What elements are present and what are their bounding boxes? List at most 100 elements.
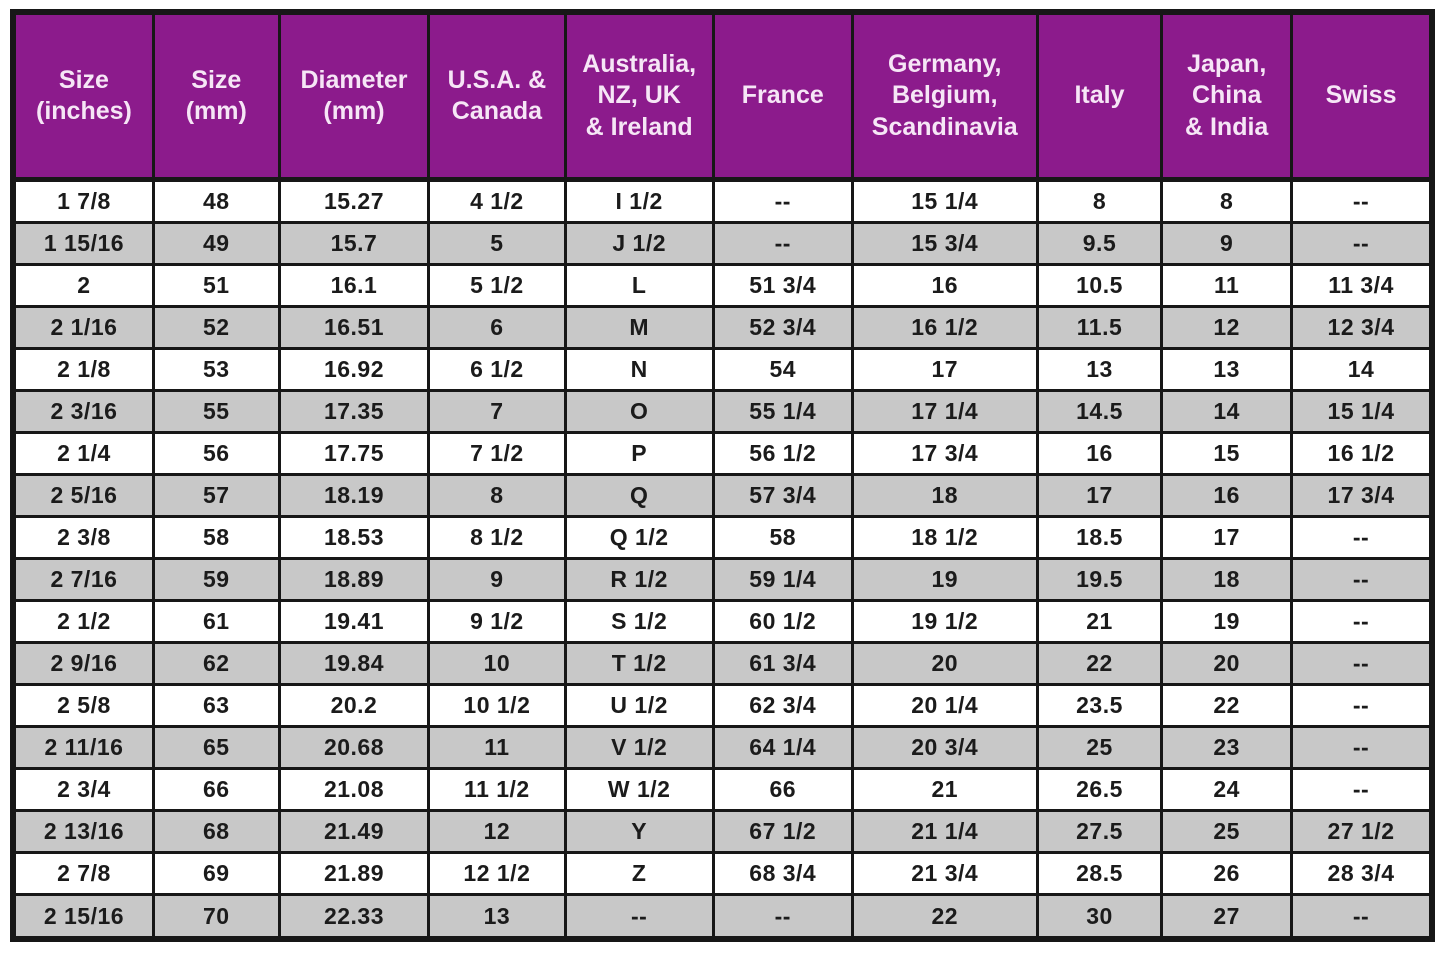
table-cell-diameter-mm: 18.53 xyxy=(277,515,431,561)
table-cell-france: 64 1/4 xyxy=(711,725,854,771)
table-cell-france: 60 1/2 xyxy=(711,599,854,645)
table-cell-swiss: -- xyxy=(1290,515,1434,561)
table-cell-diameter-mm: 15.7 xyxy=(277,221,431,267)
table-cell-germany-belgium-scandinavia: 19 1/2 xyxy=(850,599,1039,645)
table-cell-france: 55 1/4 xyxy=(711,389,854,435)
table-cell-size-mm: 62 xyxy=(151,641,281,687)
table-cell-swiss: -- xyxy=(1290,641,1434,687)
table-cell-germany-belgium-scandinavia: 16 1/2 xyxy=(850,305,1039,351)
table-cell-size-inches: 2 xyxy=(11,263,155,309)
table-cell-japan-china-india: 19 xyxy=(1160,599,1294,645)
table-cell-swiss: 27 1/2 xyxy=(1290,809,1434,855)
table-cell-france: -- xyxy=(711,221,854,267)
table-cell-diameter-mm: 21.49 xyxy=(277,809,431,855)
table-cell-australia-nz-uk-ireland: Q xyxy=(563,473,715,519)
table-row: 2 3/16 55 17.35 7 O 55 1/4 17 1/4 14.5 14 15 1/4 xyxy=(11,389,1434,435)
table-cell-australia-nz-uk-ireland: V 1/2 xyxy=(563,725,715,771)
table-row: 2 5/16 57 18.19 8 Q 57 3/4 18 17 16 17 3/4 xyxy=(11,473,1434,519)
table-cell-italy: 28.5 xyxy=(1035,851,1164,897)
table-cell-size-mm: 48 xyxy=(151,177,281,225)
table-cell-diameter-mm: 16.92 xyxy=(277,347,431,393)
table-cell-germany-belgium-scandinavia: 22 xyxy=(850,893,1039,941)
table-cell-japan-china-india: 26 xyxy=(1160,851,1294,897)
table-cell-germany-belgium-scandinavia: 18 xyxy=(850,473,1039,519)
table-cell-diameter-mm: 18.89 xyxy=(277,557,431,603)
table-row: 2 1/16 52 16.51 6 M 52 3/4 16 1/2 11.5 12 12 3/4 xyxy=(11,305,1434,351)
table-cell-size-mm: 55 xyxy=(151,389,281,435)
table-cell-swiss: 15 1/4 xyxy=(1290,389,1434,435)
table-cell-swiss: 11 3/4 xyxy=(1290,263,1434,309)
table-cell-diameter-mm: 19.41 xyxy=(277,599,431,645)
ring-size-conversion-table: Size (inches) Size (mm) Diameter (mm) U.S.A… xyxy=(10,9,1435,942)
column-header-size-mm: Size (mm) xyxy=(151,10,281,182)
table-cell-germany-belgium-scandinavia: 20 xyxy=(850,641,1039,687)
table-cell-australia-nz-uk-ireland: U 1/2 xyxy=(563,683,715,729)
table-cell-swiss: 16 1/2 xyxy=(1290,431,1434,477)
table-cell-usa-canada: 11 xyxy=(427,725,567,771)
table-cell-usa-canada: 4 1/2 xyxy=(427,177,567,225)
table-cell-size-mm: 52 xyxy=(151,305,281,351)
table-cell-italy: 10.5 xyxy=(1035,263,1164,309)
table-cell-italy: 9.5 xyxy=(1035,221,1164,267)
table-cell-diameter-mm: 16.1 xyxy=(277,263,431,309)
table-cell-france: 57 3/4 xyxy=(711,473,854,519)
table-cell-usa-canada: 5 1/2 xyxy=(427,263,567,309)
table-cell-size-inches: 2 1/16 xyxy=(11,305,155,351)
table-cell-italy: 25 xyxy=(1035,725,1164,771)
table-cell-japan-china-india: 15 xyxy=(1160,431,1294,477)
table-cell-size-inches: 2 7/8 xyxy=(11,851,155,897)
table-cell-swiss: -- xyxy=(1290,767,1434,813)
table-cell-japan-china-india: 23 xyxy=(1160,725,1294,771)
table-cell-france: -- xyxy=(711,893,854,941)
table-cell-size-inches: 2 3/8 xyxy=(11,515,155,561)
table-cell-size-inches: 2 7/16 xyxy=(11,557,155,603)
table-cell-italy: 21 xyxy=(1035,599,1164,645)
table-cell-japan-china-india: 11 xyxy=(1160,263,1294,309)
table-cell-diameter-mm: 16.51 xyxy=(277,305,431,351)
table-row: 1 7/8 48 15.27 4 1/2 I 1/2 -- 15 1/4 8 8 -- xyxy=(11,177,1434,225)
table-cell-italy: 30 xyxy=(1035,893,1164,941)
column-header-france: France xyxy=(711,10,854,182)
column-header-germany-belgium-scandinavia: Germany, Belgium, Scandinavia xyxy=(850,10,1039,182)
table-cell-diameter-mm: 17.35 xyxy=(277,389,431,435)
table-cell-france: 68 3/4 xyxy=(711,851,854,897)
table-cell-japan-china-india: 9 xyxy=(1160,221,1294,267)
table-cell-australia-nz-uk-ireland: -- xyxy=(563,893,715,941)
table-cell-usa-canada: 12 xyxy=(427,809,567,855)
table-cell-france: 52 3/4 xyxy=(711,305,854,351)
table-cell-swiss: 28 3/4 xyxy=(1290,851,1434,897)
table-cell-swiss: -- xyxy=(1290,557,1434,603)
table-cell-usa-canada: 8 xyxy=(427,473,567,519)
table-cell-germany-belgium-scandinavia: 17 1/4 xyxy=(850,389,1039,435)
table-cell-size-inches: 1 7/8 xyxy=(11,177,155,225)
table-cell-australia-nz-uk-ireland: N xyxy=(563,347,715,393)
table-cell-size-mm: 57 xyxy=(151,473,281,519)
table-cell-size-inches: 2 5/16 xyxy=(11,473,155,519)
table-cell-size-inches: 2 11/16 xyxy=(11,725,155,771)
table-cell-germany-belgium-scandinavia: 17 xyxy=(850,347,1039,393)
table-cell-italy: 19.5 xyxy=(1035,557,1164,603)
table-cell-australia-nz-uk-ireland: P xyxy=(563,431,715,477)
table-row: 2 51 16.1 5 1/2 L 51 3/4 16 10.5 11 11 3/4 xyxy=(11,263,1434,309)
table-cell-diameter-mm: 17.75 xyxy=(277,431,431,477)
column-header-size-inches: Size (inches) xyxy=(11,10,155,182)
table-cell-size-inches: 2 1/8 xyxy=(11,347,155,393)
column-header-italy: Italy xyxy=(1035,10,1164,182)
table-cell-italy: 18.5 xyxy=(1035,515,1164,561)
table-cell-japan-china-india: 17 xyxy=(1160,515,1294,561)
table-cell-swiss: -- xyxy=(1290,893,1434,941)
table-cell-germany-belgium-scandinavia: 17 3/4 xyxy=(850,431,1039,477)
table-cell-japan-china-india: 27 xyxy=(1160,893,1294,941)
table-row: 2 1/4 56 17.75 7 1/2 P 56 1/2 17 3/4 16 15 16 1/2 xyxy=(11,431,1434,477)
table-cell-diameter-mm: 19.84 xyxy=(277,641,431,687)
table-cell-size-mm: 65 xyxy=(151,725,281,771)
table-row: 1 15/16 49 15.7 5 J 1/2 -- 15 3/4 9.5 9 -- xyxy=(11,221,1434,267)
table-cell-size-mm: 53 xyxy=(151,347,281,393)
table-cell-usa-canada: 6 xyxy=(427,305,567,351)
table-cell-swiss: 12 3/4 xyxy=(1290,305,1434,351)
table-cell-france: 66 xyxy=(711,767,854,813)
table-cell-france: -- xyxy=(711,177,854,225)
table-row: 2 1/8 53 16.92 6 1/2 N 54 17 13 13 14 xyxy=(11,347,1434,393)
table-cell-australia-nz-uk-ireland: I 1/2 xyxy=(563,177,715,225)
table-cell-diameter-mm: 15.27 xyxy=(277,177,431,225)
